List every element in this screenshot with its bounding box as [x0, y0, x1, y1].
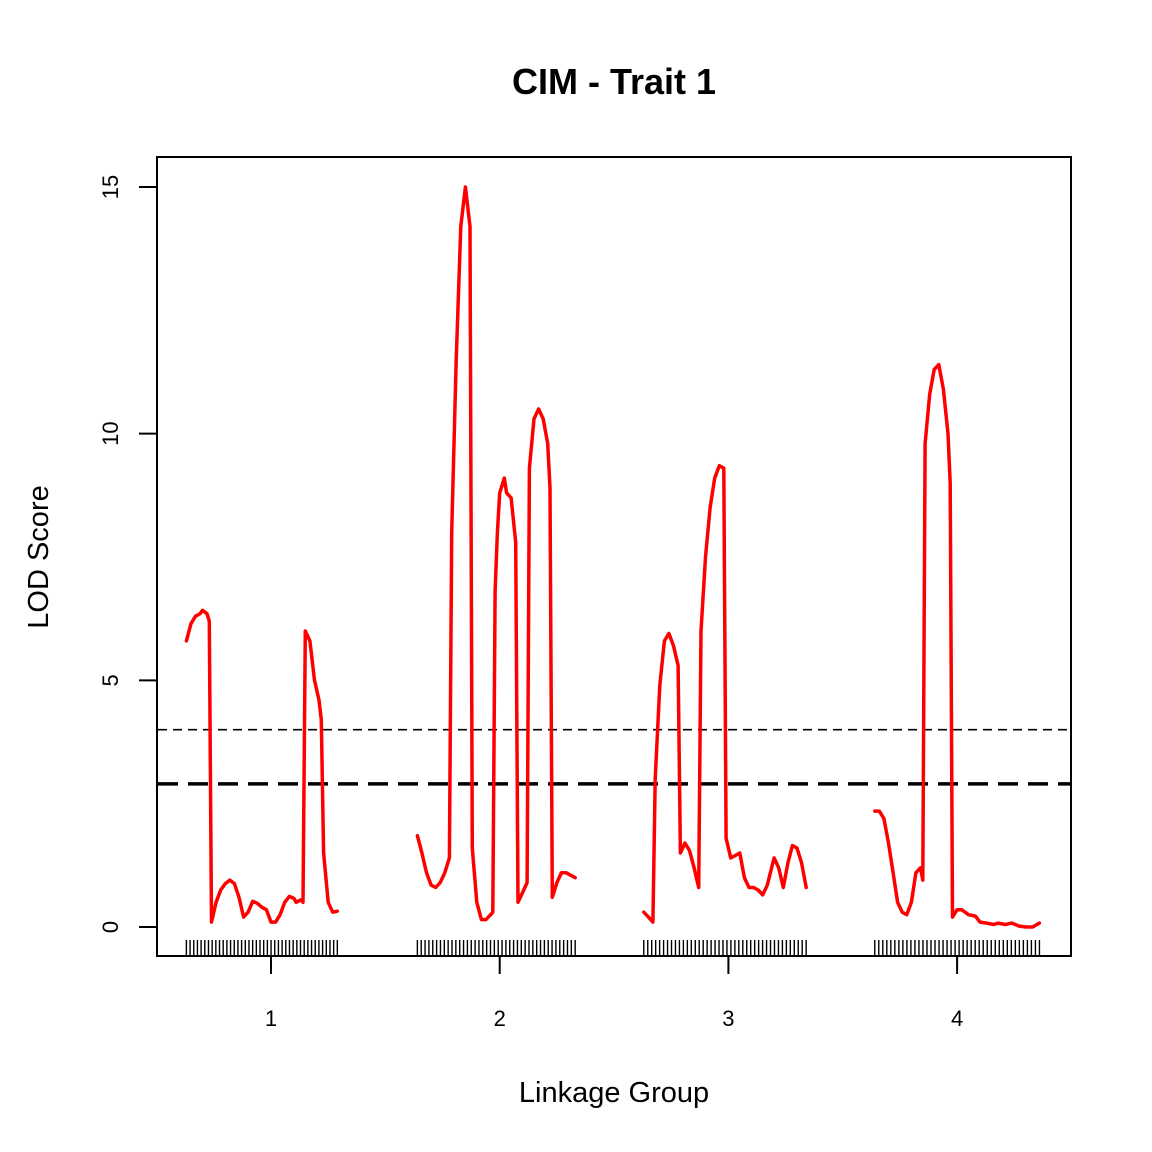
y-tick-label: 0	[98, 921, 123, 933]
x-tick-label: 1	[265, 1006, 277, 1031]
y-tick-label: 5	[98, 674, 123, 686]
x-tick-label: 3	[722, 1006, 734, 1031]
x-tick-label: 4	[951, 1006, 963, 1031]
threshold-lines	[158, 728, 1070, 786]
x-axis: 1 2 3 4	[265, 955, 963, 1031]
y-axis: 0 5 10 15	[98, 175, 158, 933]
marker-rugs	[185, 940, 1041, 955]
y-axis-label: LOD Score	[23, 485, 55, 628]
lod-curve-group-2	[415, 185, 577, 922]
lod-curves	[184, 185, 1042, 929]
lod-curve-group-4	[873, 362, 1042, 929]
lod-curve-group-1	[184, 608, 340, 924]
chart-title: CIM - Trait 1	[512, 61, 716, 102]
x-tick-label: 2	[494, 1006, 506, 1031]
y-tick-label: 15	[98, 175, 123, 199]
lod-curve-group-3	[642, 463, 808, 924]
y-tick-label: 10	[98, 421, 123, 445]
x-axis-label: Linkage Group	[519, 1077, 709, 1109]
plot-frame	[156, 156, 1072, 957]
